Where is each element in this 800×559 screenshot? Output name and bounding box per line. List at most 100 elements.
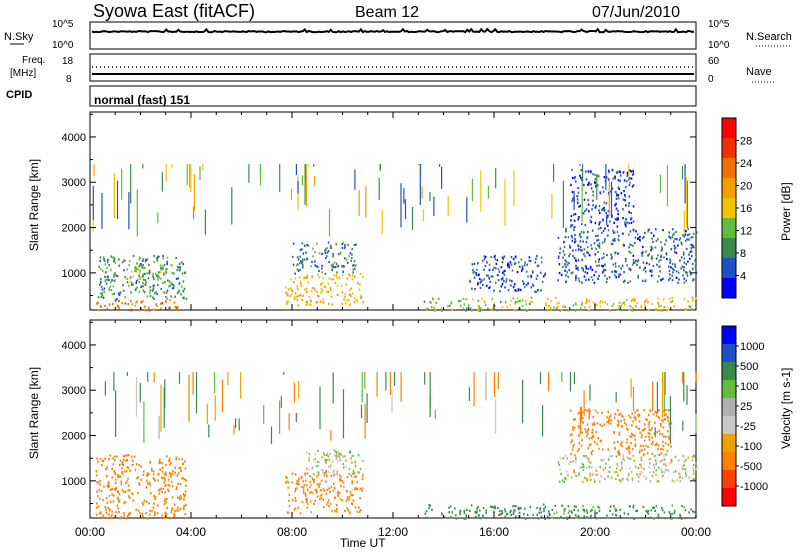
velocity-cell xyxy=(361,490,363,492)
power-cell xyxy=(664,243,666,245)
power-cell xyxy=(506,278,508,280)
velocity-cell xyxy=(157,504,159,506)
velocity-cell xyxy=(170,476,172,478)
velocity-cell xyxy=(694,478,696,480)
power-cell xyxy=(601,257,603,259)
power-cell xyxy=(118,258,120,260)
velocity-cell xyxy=(524,508,526,510)
power-streak xyxy=(329,209,330,237)
velocity-cell xyxy=(307,489,309,491)
power-cell xyxy=(350,295,352,297)
velocity-cell xyxy=(639,473,641,475)
power-cell xyxy=(598,261,600,263)
power-cell xyxy=(465,298,467,300)
velocity-cell xyxy=(441,513,443,515)
velocity-cell xyxy=(349,496,351,498)
power-cell xyxy=(494,256,496,258)
velocity-cell xyxy=(501,510,503,512)
power-cell xyxy=(594,182,596,184)
power-cell xyxy=(655,228,657,230)
velocity-cell xyxy=(353,455,355,457)
power-cell xyxy=(635,260,637,262)
power-cell xyxy=(575,275,577,277)
power-cell xyxy=(106,308,108,310)
power-cell xyxy=(565,266,567,268)
velocity-cell xyxy=(313,473,315,475)
power-cell xyxy=(100,256,102,258)
velocity-cell xyxy=(615,413,617,415)
power-cell xyxy=(623,302,625,304)
velocity-cell xyxy=(301,486,303,488)
power-streak xyxy=(403,188,404,204)
power-cell xyxy=(104,291,106,293)
velocity-cell xyxy=(172,507,174,509)
power-cell xyxy=(618,179,620,181)
power-cell xyxy=(661,246,663,248)
power-streak xyxy=(205,210,206,235)
power-cell xyxy=(352,278,354,280)
power-cell xyxy=(613,303,615,305)
power-cell xyxy=(310,265,312,267)
power-cell xyxy=(363,301,365,303)
velocity-cell xyxy=(584,515,586,517)
velocity-cell xyxy=(654,467,656,469)
velocity-cell xyxy=(101,490,103,492)
power-cell xyxy=(562,266,564,268)
velocity-cell xyxy=(359,497,361,499)
power-cell xyxy=(482,260,484,262)
power-cell xyxy=(659,270,661,272)
power-cell xyxy=(625,225,627,227)
power-cell xyxy=(537,275,539,277)
power-cell xyxy=(635,305,637,307)
velocity-cell xyxy=(609,416,611,418)
velocity-cell xyxy=(587,423,589,425)
velocity-cell xyxy=(165,474,167,476)
velocity-cell xyxy=(355,461,357,463)
velocity-streak xyxy=(655,427,656,437)
velocity-cell xyxy=(621,462,623,464)
power-cell xyxy=(112,256,114,258)
velocity-cell xyxy=(316,490,318,492)
power-cell xyxy=(135,305,137,307)
velocity-cell xyxy=(97,495,99,497)
power-cell xyxy=(324,250,326,252)
power-cell xyxy=(588,170,590,172)
velocity-cell xyxy=(349,512,351,514)
power-cell xyxy=(118,265,120,267)
x-tick-label: 04:00 xyxy=(176,525,206,539)
power-cell xyxy=(123,269,125,271)
velocity-cell xyxy=(349,468,351,470)
power-cell xyxy=(100,282,102,284)
velocity-cell xyxy=(123,455,125,457)
power-cell xyxy=(568,309,570,311)
power-cell xyxy=(107,259,109,261)
velocity-cell xyxy=(176,486,178,488)
power-cell xyxy=(559,252,561,254)
velocity-cell xyxy=(525,518,527,520)
velocity-cell xyxy=(650,429,652,431)
power-cell xyxy=(651,269,653,271)
velocity-streak xyxy=(652,381,653,411)
velocity-cell xyxy=(616,471,618,473)
power-cell xyxy=(661,310,663,312)
velocity-cell xyxy=(599,424,601,426)
velocity-cell xyxy=(543,504,545,506)
power-cell xyxy=(502,283,504,285)
power-cell xyxy=(150,286,152,288)
velocity-cell xyxy=(105,509,107,511)
velocity-streak xyxy=(193,372,194,395)
velocity-cell xyxy=(96,458,98,460)
power-cell xyxy=(614,252,616,254)
power-cell xyxy=(341,243,343,245)
power-cell xyxy=(615,218,617,220)
velocity-cell xyxy=(628,457,630,459)
power-streak xyxy=(380,164,381,170)
power-cell xyxy=(575,267,577,269)
velocity-cell xyxy=(466,509,468,511)
velocity-cell xyxy=(106,475,108,477)
power-cell xyxy=(574,176,576,178)
power-cell xyxy=(526,271,528,273)
power-cell xyxy=(321,267,323,269)
velocity-cell xyxy=(504,508,506,510)
power-colorbar-swatch xyxy=(722,158,736,178)
